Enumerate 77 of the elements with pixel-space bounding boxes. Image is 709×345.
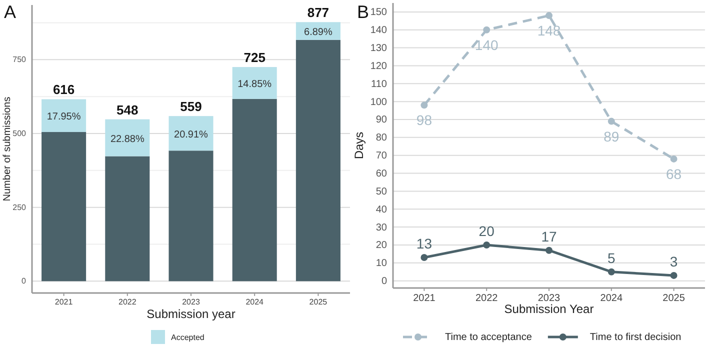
point <box>608 268 615 276</box>
y-tick-label: 30 <box>376 222 388 234</box>
x-axis-title: Submission year <box>146 307 236 321</box>
data-label: 20 <box>478 222 495 239</box>
total-label: 877 <box>307 5 330 20</box>
point <box>546 12 552 20</box>
y-tick-label: 10 <box>376 258 388 270</box>
y-tick-label: 20 <box>376 240 388 252</box>
total-label: 548 <box>116 102 138 118</box>
annotation: 14.85% <box>238 78 272 90</box>
y-tick-label: 60 <box>376 168 388 180</box>
y-axis-title: Days <box>352 132 366 160</box>
point <box>608 118 615 125</box>
annotation: 6.89% <box>304 26 332 38</box>
point <box>420 102 428 109</box>
y-tick-label: 90 <box>376 114 388 126</box>
y-axis-title: Number of submissions <box>2 96 13 202</box>
bar <box>105 119 150 156</box>
y-tick-label: 140 <box>370 25 388 36</box>
bar <box>232 67 277 99</box>
x-tick-label: 2021 <box>413 293 436 304</box>
bar <box>232 98 277 282</box>
legend-label: Time to first decision <box>590 332 682 343</box>
x-tick-label: 2024 <box>246 298 264 307</box>
y-tick-label: 100 <box>370 96 388 108</box>
y-tick-label: 150 <box>370 7 388 18</box>
x-tick-label: 2024 <box>600 293 623 304</box>
point <box>546 246 552 254</box>
chart-title: A <box>4 2 16 22</box>
y-tick-label: 50 <box>376 186 388 198</box>
y-tick-label: 250 <box>12 202 27 212</box>
y-tick-label: 130 <box>370 43 388 54</box>
legend-label: Time to acceptance <box>445 332 532 343</box>
bar <box>168 116 214 151</box>
x-tick-label: 2022 <box>118 298 137 307</box>
annotation: 20.91% <box>174 129 208 140</box>
annotation: 17.95% <box>46 112 81 123</box>
y-tick-label: 0 <box>22 276 27 286</box>
data-label: 3 <box>670 253 678 270</box>
y-tick-label: 750 <box>12 55 27 64</box>
data-label: 13 <box>416 236 432 252</box>
y-tick-label: 110 <box>371 78 388 90</box>
x-tick-label: 2023 <box>182 298 200 307</box>
point <box>483 241 490 248</box>
total-label: 559 <box>180 99 202 114</box>
point <box>670 155 678 162</box>
point <box>670 272 678 279</box>
data-label: 17 <box>541 228 557 244</box>
x-axis-title: Submission Year <box>504 302 594 316</box>
data-label: 89 <box>604 128 620 144</box>
x-tick-label: 2025 <box>309 298 328 307</box>
bar <box>105 156 150 282</box>
x-tick-label: 2025 <box>662 293 686 304</box>
data-label: 98 <box>416 112 432 128</box>
y-tick-label: 120 <box>370 60 388 72</box>
chart-title: B <box>357 2 370 22</box>
y-tick-label: 0 <box>381 276 388 288</box>
total-label: 725 <box>244 50 266 66</box>
y-tick-label: 40 <box>376 204 388 216</box>
bar <box>42 99 86 132</box>
bar <box>168 150 214 282</box>
data-label: 5 <box>608 250 616 266</box>
legend-label: Accepted <box>171 333 204 342</box>
y-tick-label: 70 <box>376 150 388 162</box>
y-tick-label: 500 <box>12 129 27 138</box>
bar <box>296 40 340 282</box>
y-tick-label: 80 <box>376 132 388 144</box>
bar <box>42 132 86 282</box>
x-tick-label: 2023 <box>538 293 561 304</box>
data-label: 68 <box>666 166 682 182</box>
point <box>483 26 490 34</box>
annotation: 22.88% <box>110 134 144 145</box>
x-tick-label: 2021 <box>54 298 74 307</box>
total-label: 616 <box>52 82 75 98</box>
x-tick-label: 2022 <box>475 293 498 304</box>
data-label: 140 <box>474 36 498 53</box>
point <box>420 254 428 262</box>
